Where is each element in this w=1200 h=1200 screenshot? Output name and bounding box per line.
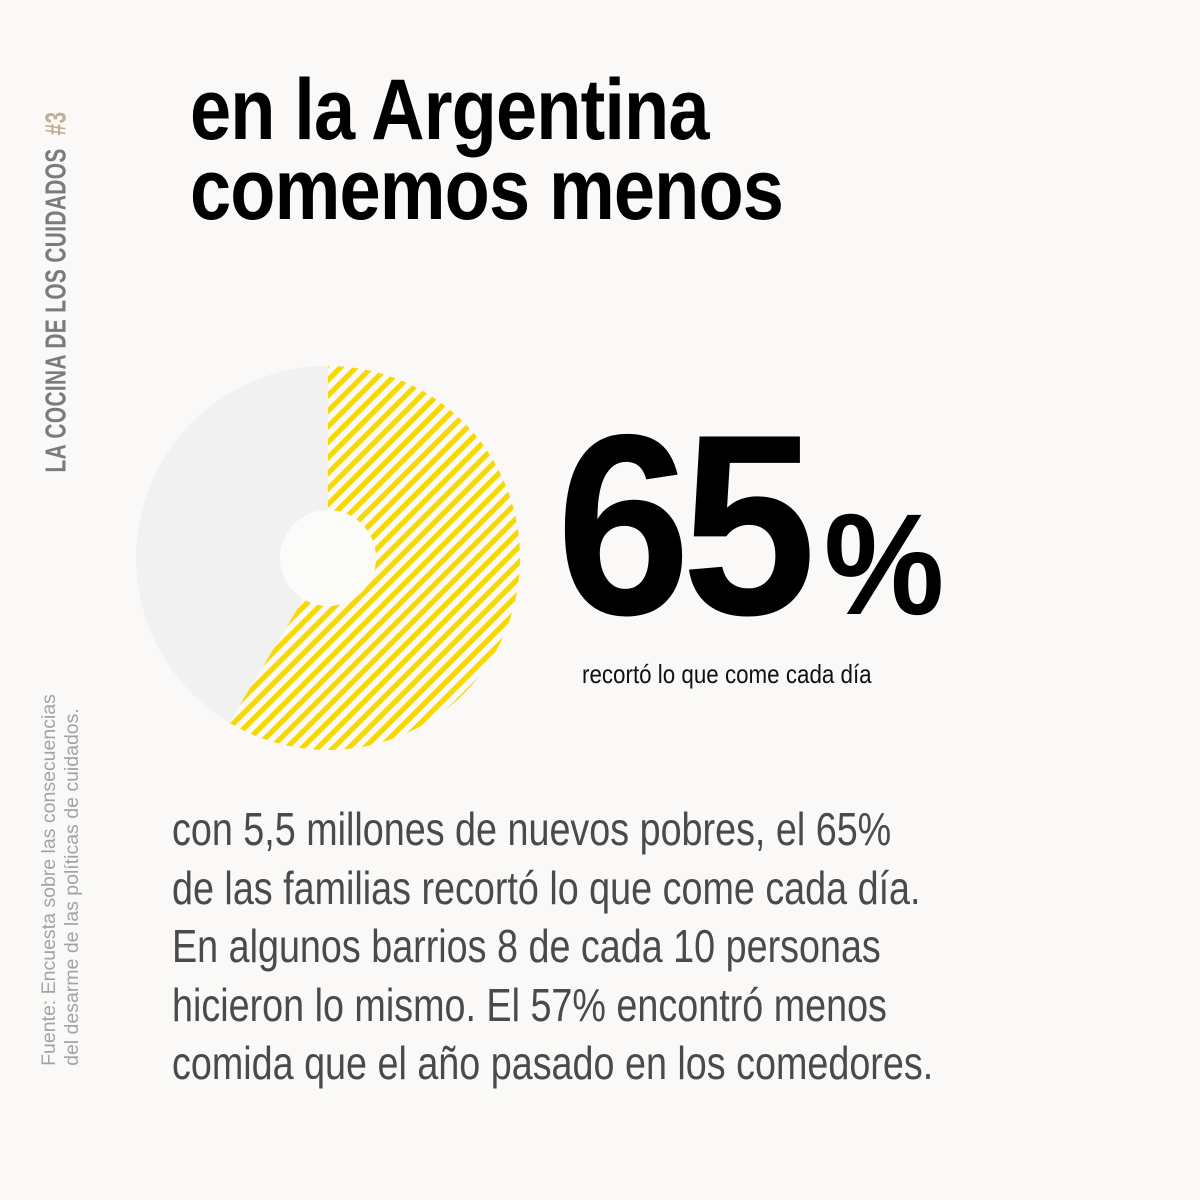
source-line-2: del desarme de las políticas de cuidados… [61,708,83,1066]
title-line-1: en la Argentina [190,62,709,158]
pie-donut-hole [280,510,376,606]
series-label-number: #3 [40,111,73,136]
source-note: Fuente: Encuesta sobre las consecuencias… [38,694,84,1066]
pie-slice-rest [136,366,328,723]
series-label-text: LA COCINA DE LOS CUIDADOS [40,148,73,473]
title-line-2: comemos menos [190,142,784,238]
page-title: en la Argentina comemos menos [190,62,784,238]
body-paragraph: con 5,5 millones de nuevos pobres, el 65… [172,800,933,1093]
body-line: comida que el año pasado en los comedore… [172,1037,934,1089]
highlight-unit: % [823,484,945,645]
source-line-1: Fuente: Encuesta sobre las consecuencias [38,694,60,1066]
body-line: con 5,5 millones de nuevos pobres, el 65… [172,803,892,855]
body-line: hicieron lo mismo. El 57% encontró menos [172,978,887,1031]
highlight-number: 65 [556,380,816,669]
body-line: de las familias recortó lo que come cada… [172,861,921,914]
body-line: En algunos barrios 8 de cada 10 personas [172,920,881,972]
pie-chart [136,366,520,750]
series-label: LA COCINA DE LOS CUIDADOS #3 [41,41,74,542]
highlight-value: 65% [556,396,944,654]
highlight-caption: recortó lo que come cada día [582,659,872,689]
